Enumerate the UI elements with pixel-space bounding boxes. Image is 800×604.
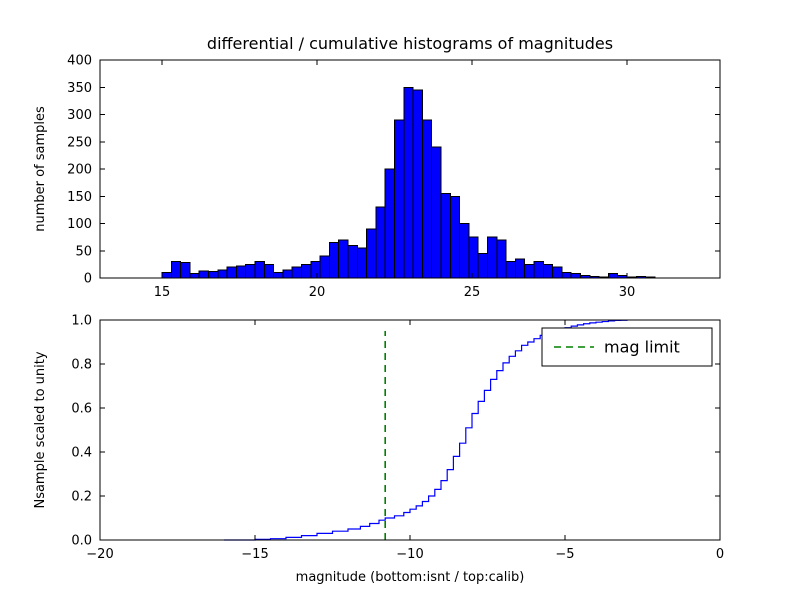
x-tick-label: −5 [555, 547, 574, 562]
histogram-bar [505, 261, 516, 279]
legend-label: mag limit [604, 338, 680, 357]
histogram-bar [217, 269, 228, 279]
y-tick-label: 100 [67, 217, 92, 232]
histogram-bar [254, 261, 265, 279]
histogram-bar [449, 195, 461, 279]
x-tick-label: 20 [309, 285, 326, 300]
histogram-bar [273, 272, 284, 279]
histogram-bar [301, 263, 312, 279]
histogram-bar [161, 272, 172, 279]
histogram-bar [431, 146, 442, 279]
top-y-axis-label: number of samples [33, 106, 48, 232]
histogram-bar [524, 263, 535, 279]
x-ticks: −20 −15 −10 −5 0 [86, 320, 724, 562]
histogram-bar [245, 263, 256, 279]
histogram-bar [514, 258, 526, 279]
cumulative-step-line [224, 319, 628, 541]
histogram-bar [440, 193, 451, 279]
x-tick-label: −20 [86, 547, 113, 562]
histogram-bar [384, 168, 396, 279]
histogram-bar [459, 223, 470, 279]
y-tick-label: 50 [75, 244, 92, 259]
y-tick-label: 200 [67, 163, 92, 178]
histogram-bar [607, 273, 619, 279]
histogram-bar [412, 89, 423, 279]
legend: mag limit [541, 327, 713, 367]
histogram-bar [552, 266, 563, 279]
histogram-bar [477, 252, 489, 279]
histogram-bar [468, 236, 479, 279]
bottom-y-axis-label: Nsample scaled to unity [33, 351, 48, 508]
histogram-bar [189, 273, 200, 279]
x-ticks: 15 20 25 30 [154, 60, 636, 300]
y-tick-label: 0 [84, 272, 92, 287]
x-tick-label: 25 [464, 285, 481, 300]
y-tick-label: 0.4 [71, 446, 92, 461]
y-tick-label: 0.6 [71, 402, 92, 417]
x-axis-label: magnitude (bottom:isnt / top:calib) [296, 570, 525, 585]
y-tick-label: 0.0 [71, 534, 92, 549]
histogram-bar [496, 239, 507, 279]
histogram-bar [226, 266, 237, 279]
histogram-bar [366, 228, 377, 279]
histogram-bar [570, 273, 582, 279]
histogram-bar [310, 261, 321, 279]
histogram-bar [421, 119, 433, 279]
x-tick-label: 30 [619, 285, 636, 300]
histogram-bar [235, 265, 247, 279]
histogram-bar [542, 263, 554, 279]
y-tick-label: 1.0 [71, 314, 92, 329]
histogram-bar [561, 272, 572, 279]
histogram-bar [375, 206, 386, 279]
y-ticks: 0 50 100 150 200 250 300 350 400 [67, 54, 720, 287]
histogram-bar [394, 119, 405, 279]
histogram-bar [180, 262, 191, 279]
histogram-bar [328, 242, 340, 279]
y-tick-label: 250 [67, 135, 92, 150]
histogram-bar [170, 261, 182, 279]
y-tick-label: 150 [67, 190, 92, 205]
histogram-bar [319, 255, 330, 279]
y-ticks: 0.0 0.2 0.4 0.6 0.8 1.0 [71, 314, 720, 549]
histogram-bar [487, 236, 498, 279]
bottom-axes: −20 −15 −10 −5 0 0.0 0.2 0.4 0.6 0.8 1.0 [71, 314, 724, 562]
x-tick-label: −15 [241, 547, 268, 562]
histogram-bar [347, 244, 358, 279]
x-tick-label: −10 [396, 547, 423, 562]
histogram-bar [356, 247, 368, 279]
histogram-bar [198, 270, 209, 279]
histogram-bar [291, 266, 303, 279]
y-tick-label: 0.8 [71, 358, 92, 373]
histogram-bars [161, 86, 656, 279]
x-tick-label: 15 [154, 285, 171, 300]
histogram-bar [282, 269, 293, 279]
histogram-bar [533, 261, 544, 279]
chart-title: differential / cumulative histograms of … [207, 34, 613, 53]
histogram-bar [208, 270, 219, 279]
histogram-bar [403, 86, 414, 279]
x-tick-label: 0 [716, 547, 724, 562]
y-tick-label: 350 [67, 81, 92, 96]
y-tick-label: 0.2 [71, 490, 92, 505]
histogram-bar [263, 263, 275, 279]
histogram-bar [338, 239, 349, 279]
y-tick-label: 300 [67, 108, 92, 123]
y-tick-label: 400 [67, 54, 92, 69]
